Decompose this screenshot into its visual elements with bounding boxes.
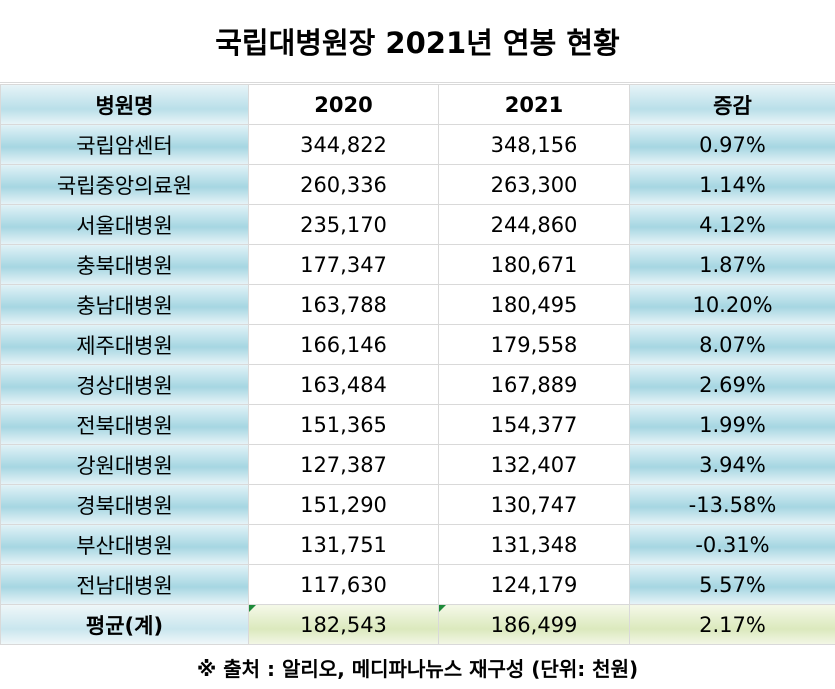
change-cell: 5.57% <box>629 564 835 605</box>
salary-2021-cell: 180,671 <box>438 244 630 285</box>
hospital-name-cell: 강원대병원 <box>0 444 249 485</box>
salary-2020-cell: 163,484 <box>248 364 439 405</box>
table-row: 경북대병원 151,290 130,747 -13.58% <box>0 484 835 525</box>
salary-table: 병원명 2020 2021 증감 국립암센터 344,822 348,156 0.97… <box>0 84 835 645</box>
salary-2020-cell: 127,387 <box>248 444 439 485</box>
table-row: 충남대병원 163,788 180,495 10.20% <box>0 284 835 325</box>
salary-2021-cell: 130,747 <box>438 484 630 525</box>
salary-2021-cell: 167,889 <box>438 364 630 405</box>
table-row: 경상대병원 163,484 167,889 2.69% <box>0 364 835 405</box>
change-cell: 8.07% <box>629 324 835 365</box>
average-2021: 186,499 <box>438 604 630 645</box>
salary-2020-cell: 177,347 <box>248 244 439 285</box>
hospital-name-cell: 부산대병원 <box>0 524 249 565</box>
hospital-name-cell: 전북대병원 <box>0 404 249 445</box>
hospital-name-cell: 충북대병원 <box>0 244 249 285</box>
table-row: 전남대병원 117,630 124,179 5.57% <box>0 564 835 605</box>
salary-2020-cell: 163,788 <box>248 284 439 325</box>
salary-2021-cell: 131,348 <box>438 524 630 565</box>
average-row: 평균(계) 182,543 186,499 2.17% <box>0 604 835 645</box>
header-hospital: 병원명 <box>0 84 249 125</box>
hospital-name-cell: 국립암센터 <box>0 124 249 165</box>
change-cell: 0.97% <box>629 124 835 165</box>
table-title: 국립대병원장 2021년 연봉 현황 <box>0 0 835 83</box>
note-marker <box>249 605 256 612</box>
salary-2020-cell: 344,822 <box>248 124 439 165</box>
table-row: 전북대병원 151,365 154,377 1.99% <box>0 404 835 445</box>
hospital-name-cell: 경북대병원 <box>0 484 249 525</box>
salary-2020-cell: 131,751 <box>248 524 439 565</box>
change-cell: 1.87% <box>629 244 835 285</box>
header-2020: 2020 <box>248 84 439 125</box>
change-cell: -13.58% <box>629 484 835 525</box>
salary-2021-cell: 180,495 <box>438 284 630 325</box>
salary-2021-cell: 244,860 <box>438 204 630 245</box>
salary-2020-cell: 260,336 <box>248 164 439 205</box>
change-cell: 1.99% <box>629 404 835 445</box>
salary-2021-cell: 154,377 <box>438 404 630 445</box>
table-row: 국립중앙의료원 260,336 263,300 1.14% <box>0 164 835 205</box>
change-cell: 10.20% <box>629 284 835 325</box>
salary-2020-cell: 151,290 <box>248 484 439 525</box>
table-row: 강원대병원 127,387 132,407 3.94% <box>0 444 835 485</box>
table-row: 국립암센터 344,822 348,156 0.97% <box>0 124 835 165</box>
average-2020: 182,543 <box>248 604 439 645</box>
hospital-name-cell: 서울대병원 <box>0 204 249 245</box>
header-row: 병원명 2020 2021 증감 <box>0 84 835 125</box>
average-change: 2.17% <box>629 604 835 645</box>
salary-2021-cell: 263,300 <box>438 164 630 205</box>
header-change: 증감 <box>629 84 835 125</box>
salary-2020-cell: 166,146 <box>248 324 439 365</box>
change-cell: 2.69% <box>629 364 835 405</box>
average-2020-value: 182,543 <box>300 612 387 637</box>
table-row: 충북대병원 177,347 180,671 1.87% <box>0 244 835 285</box>
table-row: 부산대병원 131,751 131,348 -0.31% <box>0 524 835 565</box>
hospital-name-cell: 전남대병원 <box>0 564 249 605</box>
salary-2020-cell: 235,170 <box>248 204 439 245</box>
hospital-name-cell: 충남대병원 <box>0 284 249 325</box>
salary-2020-cell: 117,630 <box>248 564 439 605</box>
hospital-name-cell: 국립중앙의료원 <box>0 164 249 205</box>
salary-2021-cell: 132,407 <box>438 444 630 485</box>
hospital-name-cell: 경상대병원 <box>0 364 249 405</box>
note-marker <box>439 605 446 612</box>
salary-2021-cell: 179,558 <box>438 324 630 365</box>
hospital-name-cell: 제주대병원 <box>0 324 249 365</box>
salary-2021-cell: 124,179 <box>438 564 630 605</box>
salary-2020-cell: 151,365 <box>248 404 439 445</box>
salary-2021-cell: 348,156 <box>438 124 630 165</box>
average-label: 평균(계) <box>0 604 249 645</box>
change-cell: -0.31% <box>629 524 835 565</box>
change-cell: 1.14% <box>629 164 835 205</box>
source-note: ※ 출처 : 알리오, 메디파나뉴스 재구성 (단위: 천원) <box>196 657 639 681</box>
average-2021-value: 186,499 <box>490 612 578 637</box>
change-cell: 3.94% <box>629 444 835 485</box>
table-row: 제주대병원 166,146 179,558 8.07% <box>0 324 835 365</box>
table-body: 국립암센터 344,822 348,156 0.97% 국립중앙의료원 260,336 26… <box>0 124 835 605</box>
change-cell: 4.12% <box>629 204 835 245</box>
header-2021: 2021 <box>438 84 630 125</box>
table-row: 서울대병원 235,170 244,860 4.12% <box>0 204 835 245</box>
